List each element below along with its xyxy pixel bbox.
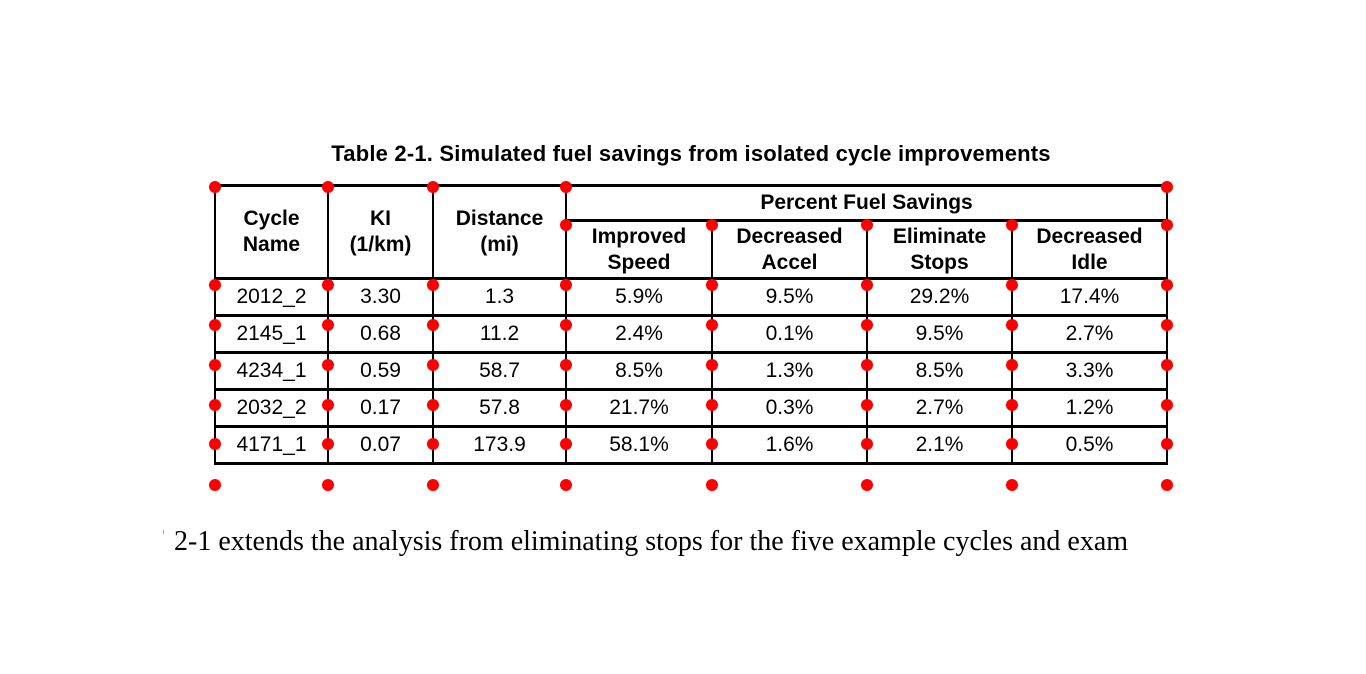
table-cell: 3.30 xyxy=(327,277,434,317)
table-cell: 8.5% xyxy=(565,351,713,391)
table-row: 2012_2 3.30 1.3 5.9% 9.5% 29.2% 17.4% xyxy=(214,277,1169,317)
table-cell: 0.59 xyxy=(327,351,434,391)
table-cell: 0.3% xyxy=(711,388,868,428)
body-text-line: 2-1 extends the analysis from eliminatin… xyxy=(174,526,1129,557)
corner-dot xyxy=(322,479,334,491)
table-cell: 9.5% xyxy=(711,277,868,317)
corner-dot xyxy=(560,479,572,491)
table-cell: 2032_2 xyxy=(214,388,329,428)
table-cell: 0.68 xyxy=(327,314,434,354)
header-row-group: Cycle Name KI (1/km) Distance (mi) Perce… xyxy=(214,184,1169,280)
table-cell: 173.9 xyxy=(432,425,567,465)
table-cell: 1.2% xyxy=(1010,388,1169,428)
table-cell: 11.2 xyxy=(432,314,567,354)
table-cell: 58.7 xyxy=(432,351,567,391)
group-header-percent-fuel-savings: Percent Fuel Savings xyxy=(564,184,1169,222)
table-body: 2012_2 3.30 1.3 5.9% 9.5% 29.2% 17.4% 2145_1 0.6… xyxy=(214,277,1169,465)
corner-dot xyxy=(1006,479,1018,491)
table-row: 2032_2 0.17 57.8 21.7% 0.3% 2.7% 1.2% xyxy=(214,388,1169,428)
table-cell: 0.17 xyxy=(327,388,434,428)
table-cell: 29.2% xyxy=(866,277,1013,317)
sub-header-eliminate-stops: Eliminate Stops xyxy=(866,219,1013,280)
table-cell: 2.4% xyxy=(565,314,713,354)
table-cell: 2012_2 xyxy=(214,277,329,317)
col-header-distance: Distance (mi) xyxy=(432,184,567,280)
clipped-char: e xyxy=(163,514,164,550)
table-cell: 2.1% xyxy=(866,425,1013,465)
table-cell: 0.1% xyxy=(711,314,868,354)
table-cell: 1.3 xyxy=(432,277,567,317)
table-cell: 57.8 xyxy=(432,388,567,428)
corner-dot xyxy=(427,479,439,491)
table-cell: 3.3% xyxy=(1010,351,1169,391)
table-cell: 2.7% xyxy=(866,388,1013,428)
table-cell: 2145_1 xyxy=(214,314,329,354)
corner-dot xyxy=(706,479,718,491)
sub-header-decreased-idle: Decreased Idle xyxy=(1010,219,1169,280)
table-row: 4171_1 0.07 173.9 58.1% 1.6% 2.1% 0.5% xyxy=(214,425,1169,465)
fuel-savings-table: Cycle Name KI (1/km) Distance (mi) Perce… xyxy=(214,184,1169,465)
table-cell: 17.4% xyxy=(1010,277,1169,317)
corner-dot xyxy=(209,479,221,491)
table-row: 2145_1 0.68 11.2 2.4% 0.1% 9.5% 2.7% xyxy=(214,314,1169,354)
corner-dot xyxy=(1161,479,1173,491)
table-cell: 5.9% xyxy=(565,277,713,317)
clipped-char-fragment: e xyxy=(163,514,169,550)
table-row: 4234_1 0.59 58.7 8.5% 1.3% 8.5% 3.3% xyxy=(214,351,1169,391)
col-header-ki: KI (1/km) xyxy=(327,184,434,280)
table-cell: 8.5% xyxy=(866,351,1013,391)
table-cell: 4171_1 xyxy=(214,425,329,465)
table-cell: 1.3% xyxy=(711,351,868,391)
sub-header-decreased-accel: Decreased Accel xyxy=(711,219,868,280)
table-cell: 4234_1 xyxy=(214,351,329,391)
table-cell: 0.07 xyxy=(327,425,434,465)
table-cell: 0.5% xyxy=(1010,425,1169,465)
table-caption: Table 2-1. Simulated fuel savings from i… xyxy=(331,141,1051,166)
table-cell: 58.1% xyxy=(565,425,713,465)
body-text: e 2-1 extends the analysis from eliminati… xyxy=(163,514,1128,560)
table-cell: 1.6% xyxy=(711,425,868,465)
header-row-sub: Improved Speed Decreased Accel Eliminate… xyxy=(215,219,1169,280)
sub-header-improved-speed: Improved Speed xyxy=(565,219,713,280)
corner-dot xyxy=(861,479,873,491)
table-cell: 9.5% xyxy=(866,314,1013,354)
table-cell: 21.7% xyxy=(565,388,713,428)
col-header-cycle-name: Cycle Name xyxy=(214,184,329,280)
table-cell: 2.7% xyxy=(1010,314,1169,354)
